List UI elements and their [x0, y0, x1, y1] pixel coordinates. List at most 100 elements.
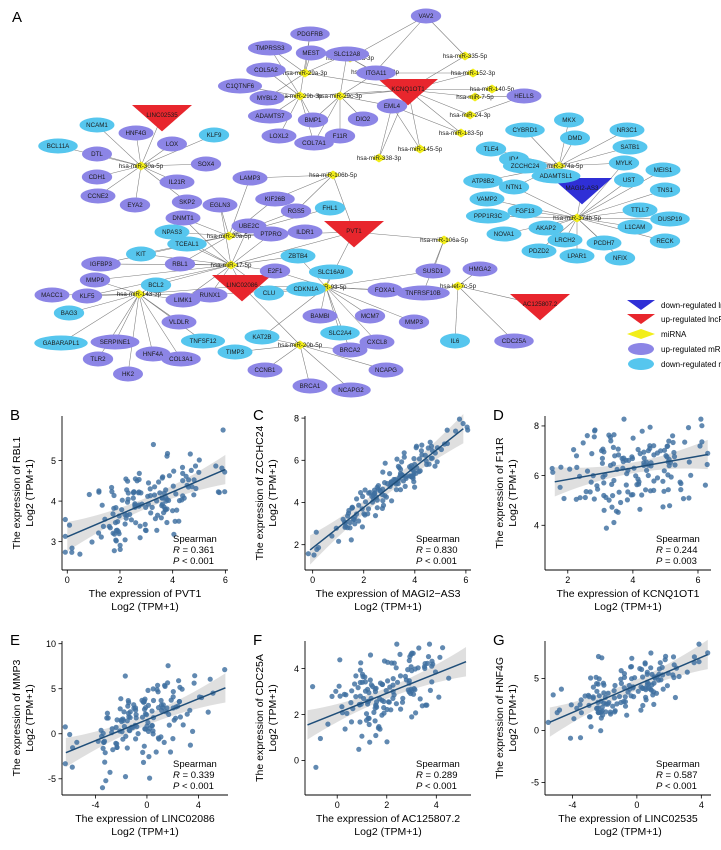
mrna-ellipse	[255, 191, 295, 207]
scatter-point	[117, 542, 123, 548]
regression-line	[66, 468, 226, 538]
scatter-point	[411, 469, 417, 475]
scatter-point	[137, 523, 143, 529]
scatter-point	[623, 482, 629, 488]
scatter-point	[591, 496, 597, 502]
scatter-point	[629, 655, 635, 661]
mrna-ellipse	[81, 256, 121, 272]
scatter-point	[670, 654, 677, 660]
node-pvt1: PVT1	[324, 221, 384, 248]
scatter-point	[347, 519, 353, 526]
scatter-point	[222, 667, 228, 673]
mrna-ellipse	[547, 232, 583, 248]
scatter-point	[180, 478, 186, 484]
node-tlr2: TLR2	[82, 351, 114, 367]
mrna-ellipse	[202, 197, 238, 213]
x-tick-label: 0	[65, 575, 70, 585]
x-tick-label: 0	[144, 800, 149, 810]
x-tick-label: 0	[335, 800, 340, 810]
mrna-ellipse	[164, 256, 196, 272]
scatter-point	[383, 688, 389, 694]
mrna-ellipse	[560, 130, 590, 146]
mrna-ellipse	[559, 248, 595, 264]
scatter-point	[611, 688, 617, 694]
scatter-point	[122, 521, 128, 527]
scatter-point	[100, 523, 106, 529]
node-label: hsa-let-7c-5p	[440, 283, 477, 290]
scatter-point	[686, 459, 692, 465]
scatter-point	[403, 677, 409, 683]
scatter-point	[359, 524, 365, 530]
scatter-point	[661, 488, 667, 494]
scatter-point	[390, 676, 396, 682]
scatter-point	[616, 489, 622, 495]
mirna-diamond	[372, 153, 386, 163]
node-l1cam: L1CAM	[617, 219, 653, 235]
node-label: hsa-miR-17-5p	[211, 262, 252, 269]
scatter-point	[678, 487, 684, 493]
edge-hsa-mir-143-3p-gabarapl1	[60, 293, 140, 344]
edge-hsa-mir-29b-3p-kcnq1ot1	[299, 89, 409, 97]
scatter-point	[665, 472, 671, 478]
scatter-point	[388, 479, 394, 485]
node-slc2a4: SLC2A4	[320, 325, 360, 341]
node-kit: KIT	[126, 246, 156, 262]
scatter-point	[62, 516, 68, 523]
scatter-point	[180, 722, 186, 728]
scatter-point	[639, 428, 645, 434]
mrna-ellipse	[609, 122, 645, 138]
edge-hsa-mir-30a-5p-ncam1	[96, 124, 142, 167]
scatter-point	[124, 745, 130, 751]
scatter-point	[549, 465, 555, 472]
mrna-ellipse	[126, 246, 156, 262]
scatter-point	[111, 548, 117, 554]
node-label: KLF5	[80, 293, 95, 300]
scatter-points	[62, 663, 228, 791]
scatter-point	[196, 457, 202, 463]
x-tick-label: 6	[695, 575, 700, 585]
scatter-point	[313, 529, 319, 535]
scatter-point	[412, 687, 418, 693]
node-sox4: SOX4	[190, 156, 222, 172]
scatter-point	[610, 444, 616, 450]
scatter-point	[657, 660, 663, 666]
scatter-point	[176, 518, 182, 524]
edge-hsa-let-7c-5p-cdc25a	[457, 285, 515, 342]
lncrna-triangle	[552, 178, 612, 205]
scatter-point	[399, 699, 406, 705]
scatter-point	[149, 708, 155, 714]
node-hsa-mir-143-3p: hsa-miR-143-3p	[117, 289, 162, 299]
scatter-point	[647, 443, 653, 449]
node-timp3: TIMP3	[217, 344, 253, 360]
stat-p: P < 0.001	[173, 781, 214, 792]
edge-hsa-mir-148b-3p-vav2	[374, 15, 427, 73]
node-mybl2: MYBL2	[249, 90, 285, 106]
scatter-point	[460, 420, 466, 427]
node-slc12a8: SLC12A8	[324, 46, 370, 62]
scatter-point	[680, 496, 687, 502]
scatter-point	[596, 693, 602, 699]
scatter-point	[118, 718, 125, 725]
scatter-point	[419, 442, 425, 448]
scatter-point	[380, 469, 386, 475]
scatter-point	[126, 727, 132, 733]
node-label: IL21R	[169, 179, 186, 186]
node-label: HELLS	[514, 93, 534, 100]
scatter-point	[398, 706, 404, 712]
node-reck: RECK	[649, 233, 681, 249]
scatter-point	[622, 703, 629, 709]
node-label: PCDH7	[594, 240, 616, 247]
node-label: TNS1	[657, 187, 673, 194]
stat-method: Spearman	[656, 759, 700, 770]
node-label: TLR2	[90, 356, 106, 363]
scatter-point	[118, 696, 124, 702]
node-ttll7: TTLL7	[622, 202, 658, 218]
scatter-point	[96, 530, 102, 536]
scatter-point	[101, 738, 108, 744]
node-zcchc24: ZCCHC24	[502, 158, 548, 174]
mrna-ellipse	[463, 173, 503, 189]
scatter-point	[682, 439, 688, 445]
scatter-point	[133, 736, 139, 742]
scatter-point	[69, 545, 75, 551]
node-label: RGS5	[288, 208, 305, 215]
